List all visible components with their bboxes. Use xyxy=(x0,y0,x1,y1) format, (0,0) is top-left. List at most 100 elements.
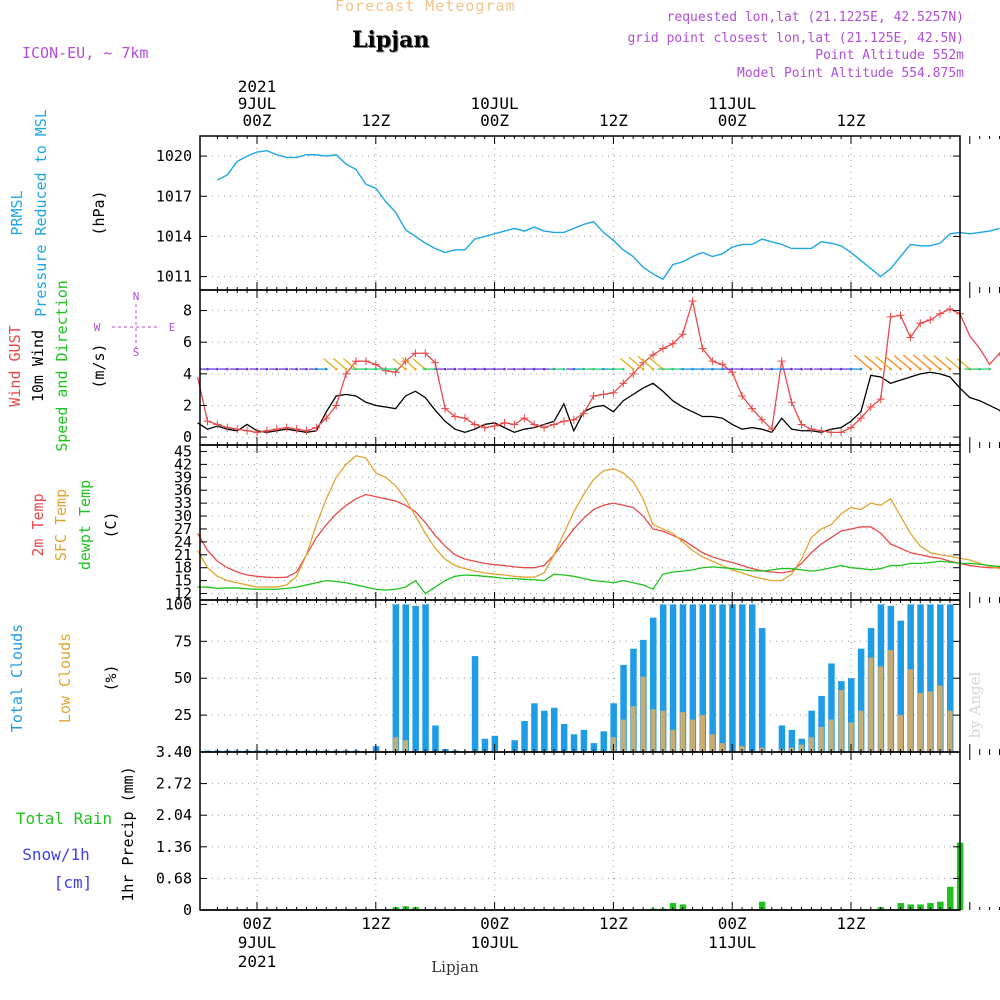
panel-frame-4 xyxy=(199,751,961,911)
wind-arrow-head xyxy=(909,367,912,371)
total-cloud-bar xyxy=(818,695,825,752)
total-cloud-bar xyxy=(828,663,835,752)
total-cloud-bar xyxy=(758,628,766,752)
gust-marker xyxy=(876,395,885,404)
low-cloud-bar xyxy=(917,692,923,752)
gust-marker xyxy=(619,379,628,388)
gust-marker xyxy=(243,426,252,435)
low-cloud-bar xyxy=(640,676,646,752)
wind-arrow-head xyxy=(780,367,783,371)
y-ticks-3: 0 25 50 75 100 xyxy=(165,595,960,761)
wind-unit: (m/s) xyxy=(90,343,108,388)
bottom-date-label: 12Z xyxy=(361,914,390,933)
date-label-text: 10JUL xyxy=(471,94,519,113)
wind-arrow-head xyxy=(275,367,279,371)
temp-unit: (C) xyxy=(102,511,120,538)
requested-coords: requested lon,lat (21.1225E, 42.5257N) xyxy=(666,10,964,25)
date-label-text: 12Z xyxy=(837,111,866,130)
y-tick-label: 27 xyxy=(174,520,192,538)
gust-marker xyxy=(282,423,291,432)
gust-marker xyxy=(708,357,717,366)
gust-marker xyxy=(352,357,360,366)
wind-arrow xyxy=(933,354,951,370)
wind-arrow xyxy=(875,355,892,370)
y-ticks-1: 0 2 4 6 8 xyxy=(183,302,960,446)
wind-arrow xyxy=(648,357,664,370)
total-cloud-label: Total Clouds xyxy=(8,624,26,732)
gust-marker xyxy=(797,420,806,429)
wind-arrow-head xyxy=(790,367,793,371)
total-cloud-bar xyxy=(551,707,558,752)
date-label-text: 00Z xyxy=(243,914,272,933)
total-cloud-bar xyxy=(422,604,429,752)
wind-arrow-head xyxy=(523,367,526,371)
location-title: Lipjan xyxy=(352,27,430,53)
total-cloud-bar xyxy=(937,604,944,752)
total-cloud-bar xyxy=(541,710,548,752)
total-cloud-bar xyxy=(432,725,439,752)
gust-marker xyxy=(431,358,440,367)
wind-arrow xyxy=(323,358,337,370)
wind-arrow-head xyxy=(325,367,328,371)
total-cloud-bar xyxy=(511,740,518,752)
low-cloud-bar xyxy=(927,691,933,752)
wind-arrow-head xyxy=(750,367,754,371)
gust-marker xyxy=(827,428,836,437)
wind-arrow xyxy=(342,358,357,370)
total-cloud-bar xyxy=(848,678,855,752)
low-cloud-bar xyxy=(630,706,636,752)
wind-arrow-head xyxy=(245,367,249,371)
y-tick-label: 18 xyxy=(174,559,192,577)
total-cloud-bar xyxy=(699,604,706,752)
wind-arrow xyxy=(412,358,426,370)
compass-rose: N S W E xyxy=(94,290,176,359)
wind-label: 10m Wind xyxy=(29,330,47,402)
y-tick-label: 2.04 xyxy=(156,806,192,824)
sfc-temp-label: SFC Temp xyxy=(52,489,70,561)
gust-marker xyxy=(896,311,905,320)
wind-arrow-head xyxy=(899,367,902,371)
gust-marker xyxy=(866,403,875,412)
date-label-text: 10JUL xyxy=(471,933,519,952)
gust-marker xyxy=(233,425,242,434)
wind-arrow-head xyxy=(938,367,942,371)
dewpoint-line xyxy=(197,560,1000,595)
y-tick-label: 15 xyxy=(174,572,192,590)
direction-label: Speed and Direction xyxy=(53,280,71,452)
panel-frame-3 xyxy=(199,599,961,753)
y-tick-label: 33 xyxy=(174,494,192,512)
wind-arrow xyxy=(401,357,416,370)
y-tick-label: 42 xyxy=(174,455,192,473)
wind-arrow-head xyxy=(740,367,744,371)
total-cloud-bar xyxy=(679,604,687,752)
total-cloud-bar xyxy=(788,729,796,752)
gust-marker xyxy=(886,312,895,321)
wind-arrow xyxy=(864,354,882,370)
gust-marker xyxy=(906,333,915,342)
gust-marker xyxy=(342,369,351,378)
date-label-text: 9JUL xyxy=(238,94,277,113)
gust-marker xyxy=(748,404,756,413)
gust-marker xyxy=(787,398,796,407)
temp-series-1 xyxy=(197,455,1000,588)
gust-marker xyxy=(411,349,420,358)
total-cloud-bar xyxy=(709,604,716,752)
rain-bar xyxy=(927,903,934,910)
compass-w: W xyxy=(94,321,101,334)
gust-marker xyxy=(272,425,281,434)
low-cloud-bar xyxy=(937,685,943,752)
panel-grid-2 xyxy=(200,445,960,600)
y-ticks-0: 1011 1014 1017 1020 xyxy=(156,147,960,286)
low-cloud-bar xyxy=(878,666,884,752)
y-tick-label: 21 xyxy=(174,546,192,564)
wind-arrow-head xyxy=(829,367,833,371)
top-date-label: 12Z xyxy=(361,111,390,130)
date-label-text: 12Z xyxy=(361,914,390,933)
rain-bar xyxy=(947,886,954,910)
gust-marker xyxy=(629,369,638,378)
wind-arrow-head xyxy=(235,367,239,371)
